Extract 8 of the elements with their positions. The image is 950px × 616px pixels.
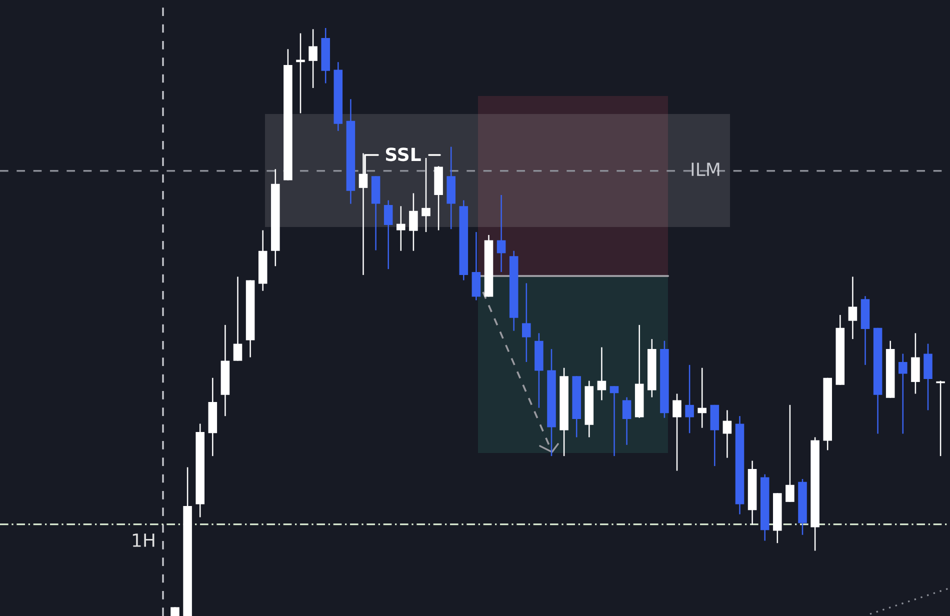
candlestick <box>496 194 506 272</box>
candlestick <box>597 347 606 400</box>
ref-line-label: 1H <box>132 534 154 547</box>
candlestick <box>233 276 242 361</box>
annotation: SSL <box>386 148 421 162</box>
ref-line-label: ILM <box>692 162 720 176</box>
candlestick <box>848 276 858 340</box>
candlestick <box>610 386 619 456</box>
